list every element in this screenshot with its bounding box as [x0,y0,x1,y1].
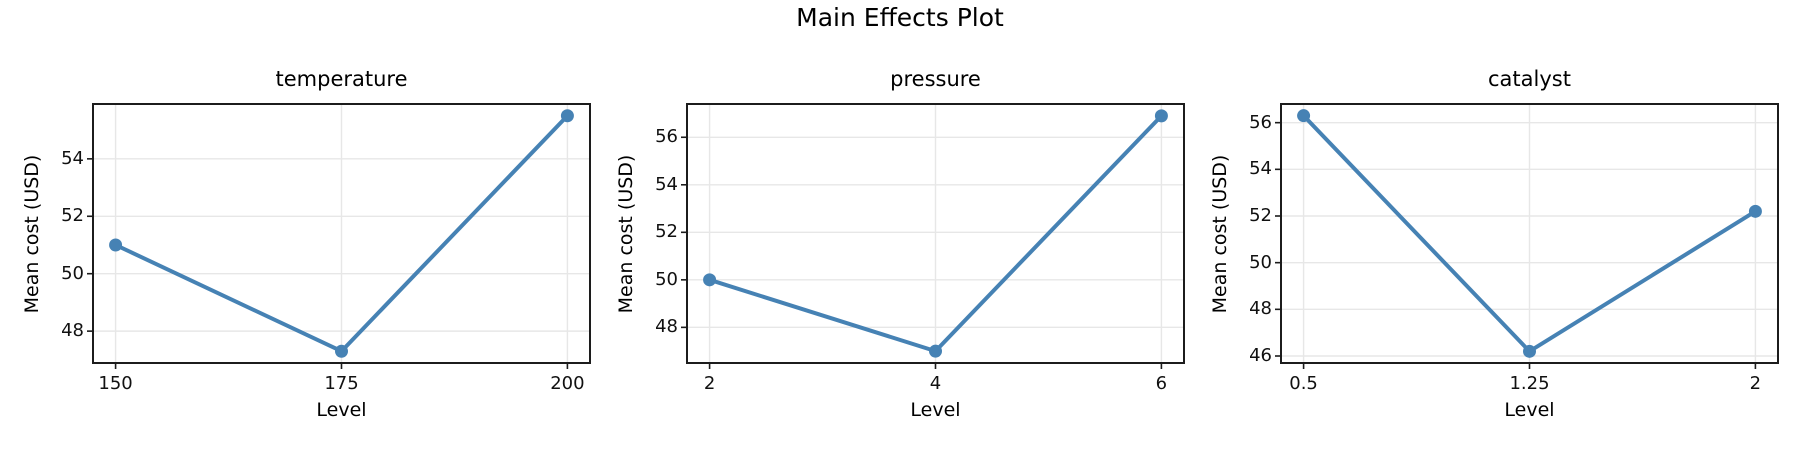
data-point-marker [1748,204,1762,218]
y-tick-label: 54 [61,147,84,169]
x-tick-label: 4 [929,373,942,394]
data-point-marker [560,109,574,123]
y-tick-label: 54 [655,173,678,195]
y-tick-label: 46 [1249,345,1272,366]
x-tick-label: 6 [1155,373,1168,394]
data-point-marker [1297,109,1311,123]
x-axis-label: Level [1504,399,1555,421]
y-tick-label: 56 [655,126,678,148]
data-point-marker [929,344,942,358]
plot-area-temperature [87,103,591,369]
plot-area-catalyst [1275,103,1779,369]
x-axis-label: Level [316,399,367,421]
x-tick-label: 200 [550,373,585,394]
x-tick-label: 175 [324,373,359,394]
y-tick-label: 50 [655,268,678,290]
y-tick-label: 52 [61,205,84,227]
y-tick-label: 48 [61,320,84,342]
subplot-title-pressure: pressure [890,67,981,91]
y-tick-label: 48 [1249,298,1272,320]
axes-spines [686,103,1185,364]
y-tick-label: 48 [655,316,678,338]
y-axis-label: Mean cost (USD) [21,154,43,313]
x-tick-label: 2 [703,373,716,394]
x-tick-label: 2 [1749,373,1762,394]
subplot-title-temperature: temperature [275,67,408,91]
y-tick-label: 50 [1249,251,1272,273]
y-tick-label: 52 [1249,205,1272,226]
axes-spines [1280,103,1779,364]
y-tick-label: 54 [1249,158,1272,180]
subplot-title-catalyst: catalyst [1488,67,1571,91]
data-point-marker [1523,344,1536,358]
y-tick-label: 52 [655,221,678,243]
data-point-marker [1154,109,1168,123]
data-point-marker [335,344,348,358]
x-tick-label: 1.25 [1509,373,1550,394]
data-point-marker [703,273,717,287]
figure-title: Main Effects Plot [796,3,1004,32]
x-axis-label: Level [910,399,961,421]
axes-spines [92,103,591,364]
x-tick-label: 0.5 [1289,373,1318,394]
y-tick-label: 56 [1249,111,1272,133]
data-point-marker [109,238,123,252]
x-tick-label: 150 [98,373,133,394]
plot-area-pressure [681,103,1185,369]
y-tick-label: 50 [61,262,84,284]
